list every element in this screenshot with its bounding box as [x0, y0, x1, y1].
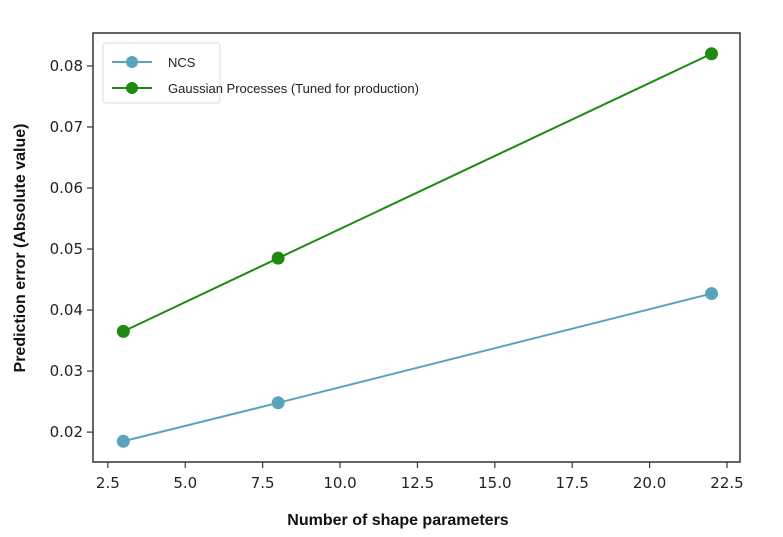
y-tick-label: 0.07 — [50, 118, 83, 136]
x-tick-label: 10.0 — [323, 474, 356, 492]
y-tick-label: 0.06 — [50, 179, 83, 197]
data-point-1 — [705, 47, 719, 61]
x-tick-label: 5.0 — [173, 474, 197, 492]
x-tick-label: 7.5 — [251, 474, 275, 492]
data-point-0 — [271, 396, 285, 410]
legend-marker-gp — [126, 82, 138, 94]
x-axis-label: Number of shape parameters — [287, 512, 509, 529]
data-point-1 — [116, 324, 130, 338]
data-point-0 — [116, 434, 130, 448]
series-line-0 — [123, 292, 712, 443]
y-axis-label: Prediction error (Absolute value) — [12, 124, 29, 373]
y-tick-label: 0.02 — [50, 423, 83, 441]
x-tick-label: 17.5 — [556, 474, 589, 492]
y-tick-label: 0.04 — [50, 301, 83, 319]
x-tick-label: 12.5 — [401, 474, 434, 492]
data-point-1 — [271, 251, 285, 265]
x-tick-label: 20.0 — [633, 474, 666, 492]
x-tick-label: 2.5 — [96, 474, 120, 492]
x-tick-label: 22.5 — [710, 474, 743, 492]
y-tick-label: 0.08 — [50, 57, 83, 75]
y-tick-label: 0.05 — [50, 240, 83, 258]
legend-label-ncs: NCS — [168, 55, 196, 70]
legend-marker-ncs — [126, 56, 138, 68]
legend-label-gp: Gaussian Processes (Tuned for production… — [168, 81, 419, 96]
data-point-0 — [705, 287, 719, 301]
legend: NCS Gaussian Processes (Tuned for produc… — [102, 42, 419, 104]
x-tick-label: 15.0 — [478, 474, 511, 492]
y-tick-label: 0.03 — [50, 362, 83, 380]
plot-frame — [92, 32, 741, 463]
